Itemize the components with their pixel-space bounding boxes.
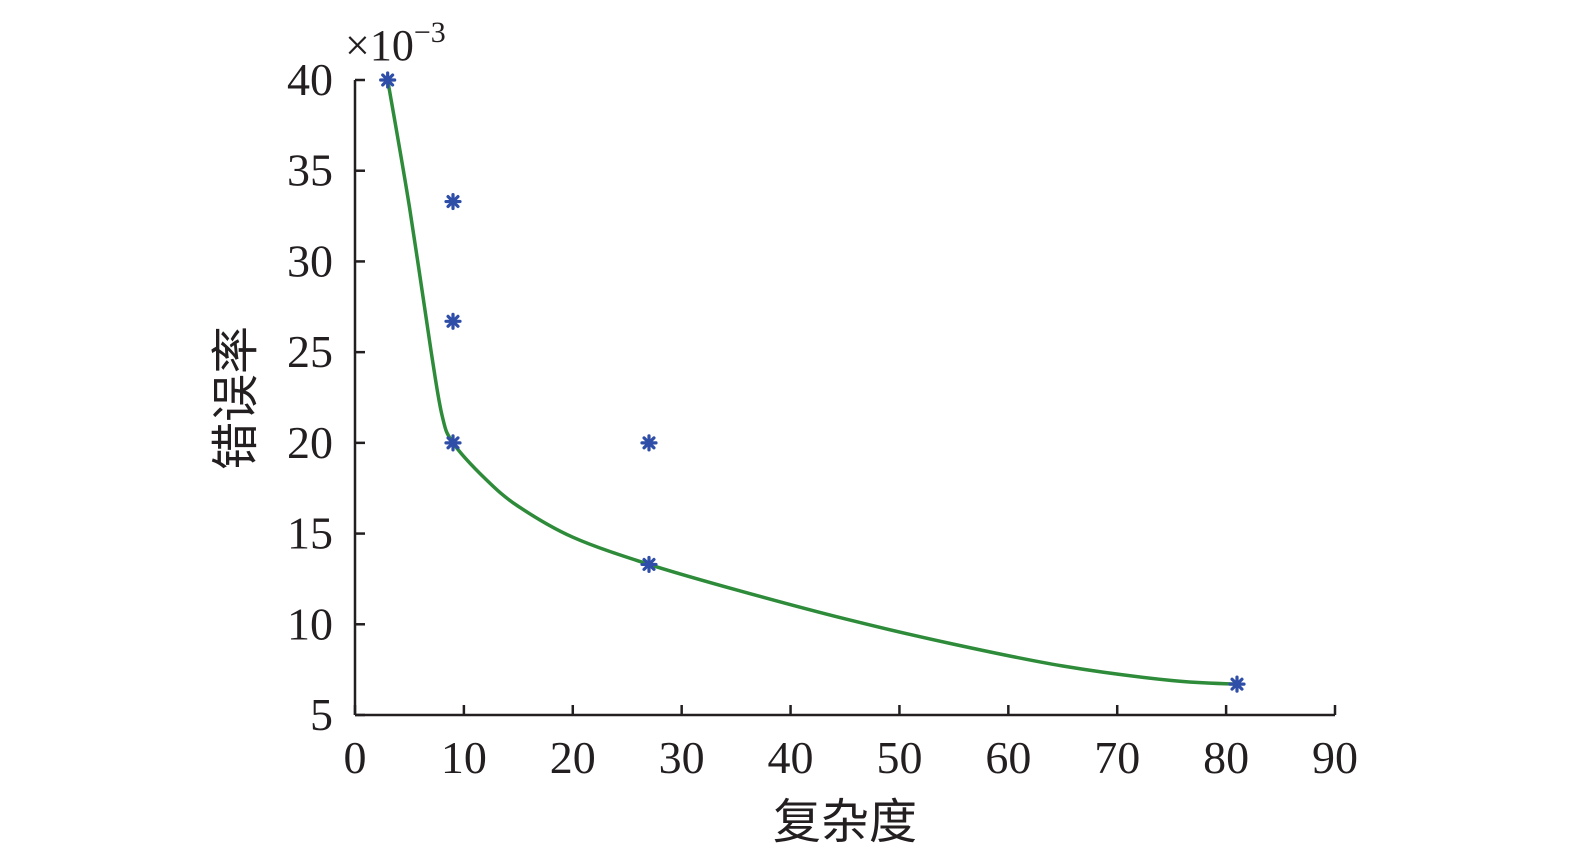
fit-curve-group xyxy=(385,79,1238,686)
data-point xyxy=(444,434,462,452)
data-point xyxy=(379,71,397,89)
x-tick-label: 0 xyxy=(344,732,367,783)
x-axis-ticks: 0 10 20 30 40 50 60 70 80 90 xyxy=(344,705,1358,783)
x-tick-label: 50 xyxy=(876,732,922,783)
x-tick-label: 10 xyxy=(441,732,487,783)
y-axis-multiplier: ×10−3 xyxy=(345,16,446,70)
x-tick-label: 20 xyxy=(550,732,596,783)
x-tick-label: 40 xyxy=(768,732,814,783)
y-tick-label: 15 xyxy=(287,508,333,559)
x-axis-label: 复杂度 xyxy=(773,794,917,850)
fit-curve xyxy=(385,79,1238,686)
y-tick-label: 20 xyxy=(287,417,333,468)
y-tick-label: 10 xyxy=(287,598,333,649)
data-point xyxy=(1228,675,1246,693)
data-point xyxy=(444,192,462,211)
x-tick-label: 30 xyxy=(659,732,705,783)
y-axis-ticks: 5 10 15 20 25 30 35 40 xyxy=(287,54,365,740)
y-axis-multiplier-exponent: −3 xyxy=(414,16,446,49)
x-tick-label: 60 xyxy=(985,732,1031,783)
axes xyxy=(353,80,1335,717)
y-axis-label: 错误率 xyxy=(208,326,264,470)
y-tick-label: 40 xyxy=(287,54,333,105)
y-tick-label: 25 xyxy=(287,326,333,377)
y-tick-label: 30 xyxy=(287,235,333,286)
data-points xyxy=(379,71,1246,693)
x-tick-label: 80 xyxy=(1203,732,1249,783)
x-tick-label: 70 xyxy=(1094,732,1140,783)
data-point xyxy=(640,434,658,452)
y-tick-label: 35 xyxy=(287,145,333,196)
y-axis-multiplier-base: ×10 xyxy=(345,21,414,70)
data-point xyxy=(640,555,658,574)
data-point xyxy=(444,312,462,330)
x-tick-label: 90 xyxy=(1312,732,1358,783)
y-tick-label: 5 xyxy=(310,689,333,740)
